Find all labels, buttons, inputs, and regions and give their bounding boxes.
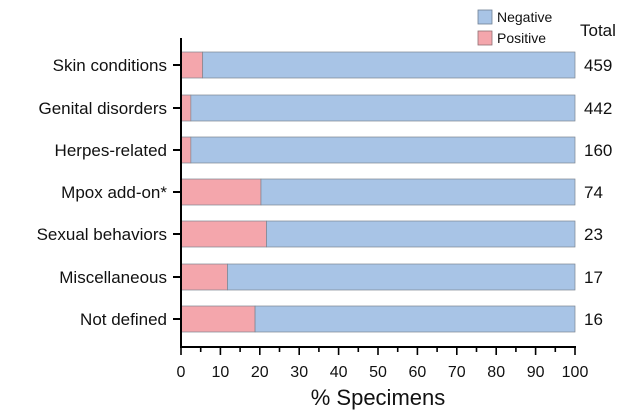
x-tick-label-0: 0 bbox=[177, 364, 186, 381]
bar-negative-1 bbox=[190, 94, 576, 122]
bar-negative-3 bbox=[260, 178, 576, 206]
bars-group bbox=[180, 51, 576, 333]
axes: 0 10 20 30 40 50 60 70 80 90 100 bbox=[173, 38, 588, 381]
x-tick-label-90: 90 bbox=[527, 364, 545, 381]
bar-negative-4 bbox=[266, 220, 576, 248]
bar-negative-6 bbox=[254, 305, 576, 333]
legend: Negative Positive bbox=[477, 9, 552, 46]
bar-positive-2 bbox=[180, 136, 192, 164]
x-tick-label-10: 10 bbox=[212, 364, 230, 381]
x-tick-label-80: 80 bbox=[487, 364, 505, 381]
bar-positive-3 bbox=[180, 178, 262, 206]
x-tick-label-40: 40 bbox=[330, 364, 348, 381]
x-tick-label-30: 30 bbox=[290, 364, 308, 381]
total-label-2: 160 bbox=[584, 141, 612, 160]
category-label-2: Herpes-related bbox=[55, 141, 167, 160]
legend-swatch-positive bbox=[477, 30, 493, 46]
legend-label-positive: Positive bbox=[497, 30, 546, 46]
total-label-4: 23 bbox=[584, 225, 603, 244]
bar-negative-2 bbox=[190, 136, 576, 164]
bar-positive-1 bbox=[180, 94, 192, 122]
category-label-3: Mpox add-on* bbox=[61, 183, 167, 202]
total-label-3: 74 bbox=[584, 183, 603, 202]
x-tick-label-100: 100 bbox=[562, 364, 589, 381]
category-label-1: Genital disorders bbox=[38, 99, 167, 118]
total-label-1: 442 bbox=[584, 99, 612, 118]
x-tick-label-20: 20 bbox=[251, 364, 269, 381]
category-label-0: Skin conditions bbox=[53, 56, 167, 75]
category-label-4: Sexual behaviors bbox=[37, 225, 167, 244]
totals-header: Total bbox=[580, 21, 616, 40]
legend-label-negative: Negative bbox=[497, 9, 552, 25]
x-tick-label-50: 50 bbox=[369, 364, 387, 381]
bar-positive-4 bbox=[180, 220, 267, 248]
total-label-6: 16 bbox=[584, 310, 603, 329]
total-label-0: 459 bbox=[584, 56, 612, 75]
total-label-5: 17 bbox=[584, 268, 603, 287]
bar-positive-5 bbox=[180, 263, 228, 291]
category-labels: Skin conditions Genital disorders Herpes-r… bbox=[37, 56, 168, 329]
category-label-6: Not defined bbox=[80, 310, 167, 329]
bar-negative-0 bbox=[202, 51, 576, 79]
category-label-5: Miscellaneous bbox=[59, 268, 167, 287]
x-tick-label-60: 60 bbox=[409, 364, 427, 381]
legend-swatch-negative bbox=[477, 9, 493, 25]
x-tick-label-70: 70 bbox=[448, 364, 466, 381]
bar-positive-0 bbox=[180, 51, 204, 79]
bar-negative-5 bbox=[227, 263, 576, 291]
x-axis-title: % Specimens bbox=[311, 385, 446, 410]
total-labels: 459 442 160 74 23 17 16 bbox=[584, 56, 612, 329]
bar-positive-6 bbox=[180, 305, 256, 333]
